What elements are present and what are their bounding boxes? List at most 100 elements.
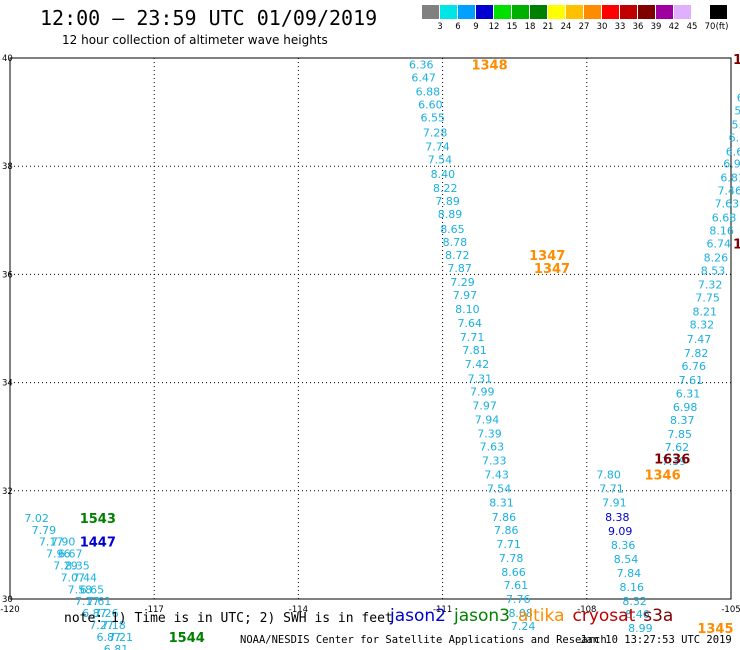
wave-height-point: 7.75 [695, 292, 720, 305]
x-tick-label: -108 [577, 605, 596, 615]
wave-height-point: 6.81 [104, 643, 129, 650]
wave-height-point: 7.97 [472, 399, 497, 412]
wave-height-point: 6.19 [737, 91, 740, 104]
wave-height-point: 8.37 [670, 414, 695, 427]
colorbar-label: 39 [650, 22, 662, 32]
y-tick-label: 32 [2, 487, 13, 497]
colorbar-label: 33 [614, 22, 626, 32]
colorbar-swatch [494, 5, 511, 19]
wave-height-point: 7.17 [75, 595, 100, 608]
colorbar-label: 12 [488, 22, 500, 32]
wave-height-point: 7.87 [447, 262, 472, 275]
wave-height-point: 7.62 [665, 441, 690, 454]
wave-height-point: 9.09 [608, 525, 633, 538]
legend-item: altika [518, 606, 565, 626]
wave-height-point: 7.31 [468, 372, 493, 385]
wave-height-point: 6.68 [712, 212, 737, 225]
wave-height-point: 7.39 [477, 427, 502, 440]
wave-height-point: 7.81 [462, 344, 487, 357]
wave-height-point: 7.17 [39, 536, 64, 549]
legend-item: jason2 [390, 606, 446, 626]
wave-height-point: 7.71 [599, 483, 624, 496]
wave-height-point: 8.32 [690, 319, 715, 332]
wave-height-point: 8.22 [433, 182, 458, 195]
colorbar-swatch [566, 5, 583, 19]
colorbar-label: 24 [560, 22, 572, 32]
legend-item: jason3 [454, 606, 510, 626]
legend-item: cryosat [572, 606, 636, 626]
wave-height-point: 7.21 [109, 631, 134, 644]
wave-height-point: 7.29 [53, 559, 77, 572]
wave-height-point: 6.81 [720, 172, 740, 185]
wave-height-point: 7.63 [715, 198, 740, 211]
wave-height-point: 6.87 [97, 631, 122, 644]
colorbar-swatch [692, 5, 709, 19]
colorbar-label: 18 [524, 22, 536, 32]
wave-height-point: 8.16 [709, 225, 734, 238]
axis-ticks: -120 -117 -114 -111 -108 -105 30 32 34 36 38 40 [0, 54, 740, 615]
wave-height-point: 7.89 [435, 195, 460, 208]
y-tick-label: 34 [2, 379, 13, 389]
colorbar-swatch [440, 5, 457, 19]
colorbar-label: 15 [506, 22, 518, 32]
wave-height-point: 7.61 [504, 579, 529, 592]
colorbar-swatch [530, 5, 547, 19]
wave-height-point: 7.54 [487, 483, 512, 496]
wave-height-point: 7.32 [698, 279, 723, 292]
wave-height-point: 7.02 [24, 512, 48, 525]
wave-height-point: 7.07 [60, 571, 85, 584]
chart-title: 12:00 – 23:59 UTC 01/09/2019 [40, 6, 378, 30]
wave-height-point: 8.31 [489, 497, 514, 510]
wave-height-point: 6.31 [676, 387, 701, 400]
wave-height-point: 8.38 [605, 511, 630, 524]
wave-height-point: 7.24 [511, 620, 536, 633]
wave-height-point: 6.75 [729, 132, 740, 145]
plot-frame [9, 57, 732, 600]
legend: jason2 jason3 altika cryosat s3a [390, 606, 681, 626]
wave-height-point: 7.80 [596, 469, 621, 482]
wave-height-point: 6.60 [418, 99, 443, 112]
note-text: note: 1) Time is in UTC; 2) SWH is in fe… [64, 611, 393, 626]
wave-height-point: 7.99 [470, 385, 495, 398]
colorbar-label: 36 [632, 22, 644, 32]
pass-time-label: 1348 [471, 58, 507, 73]
colorbar-swatch [476, 5, 493, 19]
colorbar-label: 42 [668, 22, 680, 32]
colorbar-swatch [422, 5, 439, 19]
wave-height-point: 7.82 [684, 347, 709, 360]
grid [10, 58, 731, 599]
wave-height-point: 8.54 [614, 553, 639, 566]
y-tick-label: 30 [2, 595, 13, 605]
wave-height-point: 8.32 [622, 595, 647, 608]
footer-credit: NOAA/NESDIS Center for Satellite Applica… [240, 634, 607, 646]
wave-height-point: 7.27 [89, 619, 114, 632]
wave-height-point: 6.67 [58, 548, 83, 561]
wave-height-point: 7.64 [458, 317, 483, 330]
wave-height-point: 6.76 [681, 360, 706, 373]
wave-height-point: 8.53 [701, 265, 726, 278]
wave-height-point: 7.61 [679, 374, 704, 387]
colorbar-swatch [656, 5, 673, 19]
wave-height-point: 7.54 [428, 154, 453, 167]
wave-height-point: 7.71 [460, 331, 485, 344]
wave-height-point: 8.26 [704, 252, 729, 265]
colorbar-unit: (ft) [715, 22, 729, 32]
colorbar-swatch [674, 5, 691, 19]
wave-height-point: 7.78 [499, 552, 524, 565]
wave-height-point: 7.18 [101, 619, 126, 632]
wave-height-point: 5.89 [731, 119, 740, 132]
colorbar-label: 3 [437, 22, 443, 32]
wave-height-point: 7.76 [506, 593, 530, 606]
wave-height-point: 7.43 [484, 469, 509, 482]
pass-time-label: 1636 [654, 452, 690, 467]
wave-height-point: 7.39 [662, 455, 687, 468]
wave-height-point: 7.86 [492, 511, 517, 524]
wave-height-point: 7.85 [668, 428, 693, 441]
wave-height-point: 7.58 [68, 583, 93, 596]
wave-height-point: 6.36 [409, 58, 434, 71]
colorbar-label: 30 [596, 22, 608, 32]
wave-height-point: 7.26 [94, 607, 119, 620]
chart-subtitle: 12 hour collection of altimeter wave hei… [62, 33, 328, 47]
wave-height-point: 7.94 [475, 413, 500, 426]
